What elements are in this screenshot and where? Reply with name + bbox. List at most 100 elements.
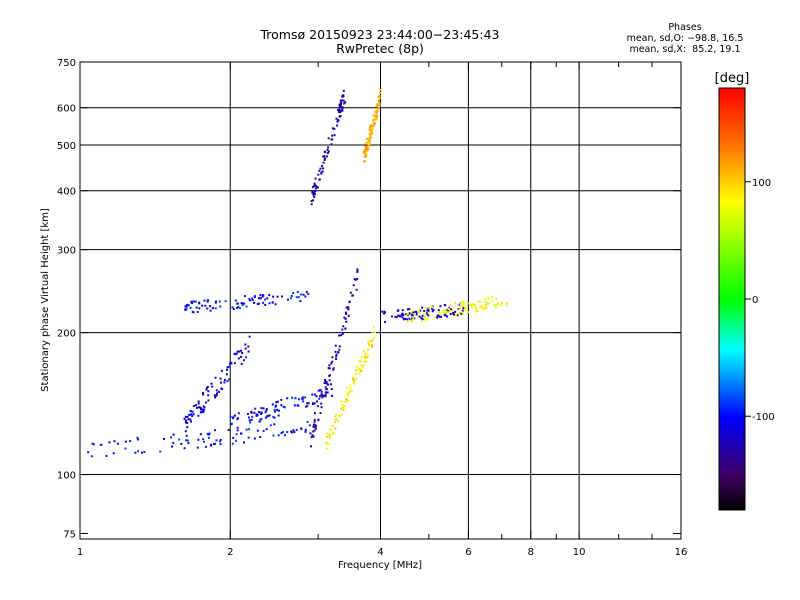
- data-point: [201, 391, 204, 394]
- data-point: [346, 392, 349, 395]
- data-point: [351, 294, 354, 297]
- data-point: [320, 402, 323, 405]
- data-point: [172, 441, 175, 444]
- data-point: [453, 313, 456, 316]
- data-point: [405, 313, 408, 316]
- data-point: [376, 103, 379, 106]
- data-point: [330, 143, 333, 146]
- data-point: [247, 436, 250, 439]
- data-point: [238, 307, 241, 310]
- data-point: [394, 315, 397, 318]
- data-point: [184, 430, 187, 433]
- data-point: [322, 167, 325, 170]
- data-point: [313, 195, 316, 198]
- data-point: [321, 396, 324, 399]
- data-point: [205, 401, 208, 404]
- data-point: [369, 340, 372, 343]
- data-point: [476, 309, 479, 312]
- data-point: [262, 407, 265, 410]
- data-point: [108, 441, 111, 444]
- data-point: [207, 399, 210, 402]
- data-point: [401, 312, 404, 315]
- data-point: [313, 423, 316, 426]
- data-point: [366, 145, 369, 148]
- data-point: [363, 155, 366, 158]
- data-point: [296, 404, 299, 407]
- x-tick-label: 4: [377, 547, 383, 558]
- data-point: [342, 408, 345, 411]
- data-point: [458, 303, 461, 306]
- data-point: [408, 317, 411, 320]
- data-point: [420, 317, 423, 320]
- data-point: [311, 186, 314, 189]
- data-point: [326, 432, 329, 435]
- data-point: [190, 300, 193, 303]
- data-point: [196, 311, 199, 314]
- data-point: [345, 313, 348, 316]
- data-point: [345, 398, 348, 401]
- data-point: [364, 360, 367, 363]
- data-point: [231, 306, 234, 309]
- data-point: [495, 306, 498, 309]
- data-point: [185, 434, 188, 437]
- data-point: [454, 313, 457, 316]
- data-point: [326, 152, 329, 155]
- data-point: [310, 200, 313, 203]
- data-point: [254, 407, 257, 410]
- data-point: [495, 303, 498, 306]
- data-point: [90, 455, 93, 458]
- data-point: [484, 298, 487, 301]
- data-point: [325, 447, 328, 450]
- data-point: [192, 405, 195, 408]
- data-point: [324, 378, 327, 381]
- y-tick-label: 100: [57, 471, 76, 482]
- data-point: [273, 410, 276, 413]
- data-point: [271, 403, 274, 406]
- data-point: [330, 362, 333, 365]
- data-point: [459, 305, 462, 308]
- data-point: [313, 184, 316, 187]
- data-point: [322, 155, 325, 158]
- data-point: [219, 438, 222, 441]
- data-point: [248, 297, 251, 300]
- data-point: [294, 397, 297, 400]
- data-point: [199, 433, 202, 436]
- data-point: [313, 429, 316, 432]
- data-point: [199, 408, 202, 411]
- data-point: [443, 303, 446, 306]
- data-point: [286, 431, 289, 434]
- data-point: [452, 311, 455, 314]
- data-point: [419, 309, 422, 312]
- y-axis-label: Stationary phase Virtual Height [km]: [40, 208, 51, 392]
- data-point: [438, 315, 441, 318]
- data-point: [475, 307, 478, 310]
- data-point: [447, 307, 450, 310]
- data-point: [368, 343, 371, 346]
- data-point: [365, 137, 368, 140]
- data-point: [240, 302, 243, 305]
- data-point: [335, 353, 338, 356]
- data-point: [312, 199, 315, 202]
- data-point: [439, 313, 442, 316]
- data-point: [253, 411, 256, 414]
- data-point: [444, 309, 447, 312]
- data-point: [375, 115, 378, 118]
- data-point: [241, 302, 244, 305]
- data-point: [219, 305, 222, 308]
- data-point: [186, 422, 189, 425]
- data-point: [354, 278, 357, 281]
- data-point: [320, 406, 323, 409]
- data-point: [180, 442, 183, 445]
- data-point: [362, 151, 365, 154]
- data-point: [402, 313, 405, 316]
- data-point: [134, 451, 137, 454]
- data-point: [186, 439, 189, 442]
- data-point: [401, 316, 404, 319]
- data-point: [193, 300, 196, 303]
- data-point: [229, 415, 232, 418]
- data-point: [376, 104, 379, 107]
- data-point: [334, 427, 337, 430]
- data-point: [320, 172, 323, 175]
- data-point: [324, 395, 327, 398]
- data-point: [422, 318, 425, 321]
